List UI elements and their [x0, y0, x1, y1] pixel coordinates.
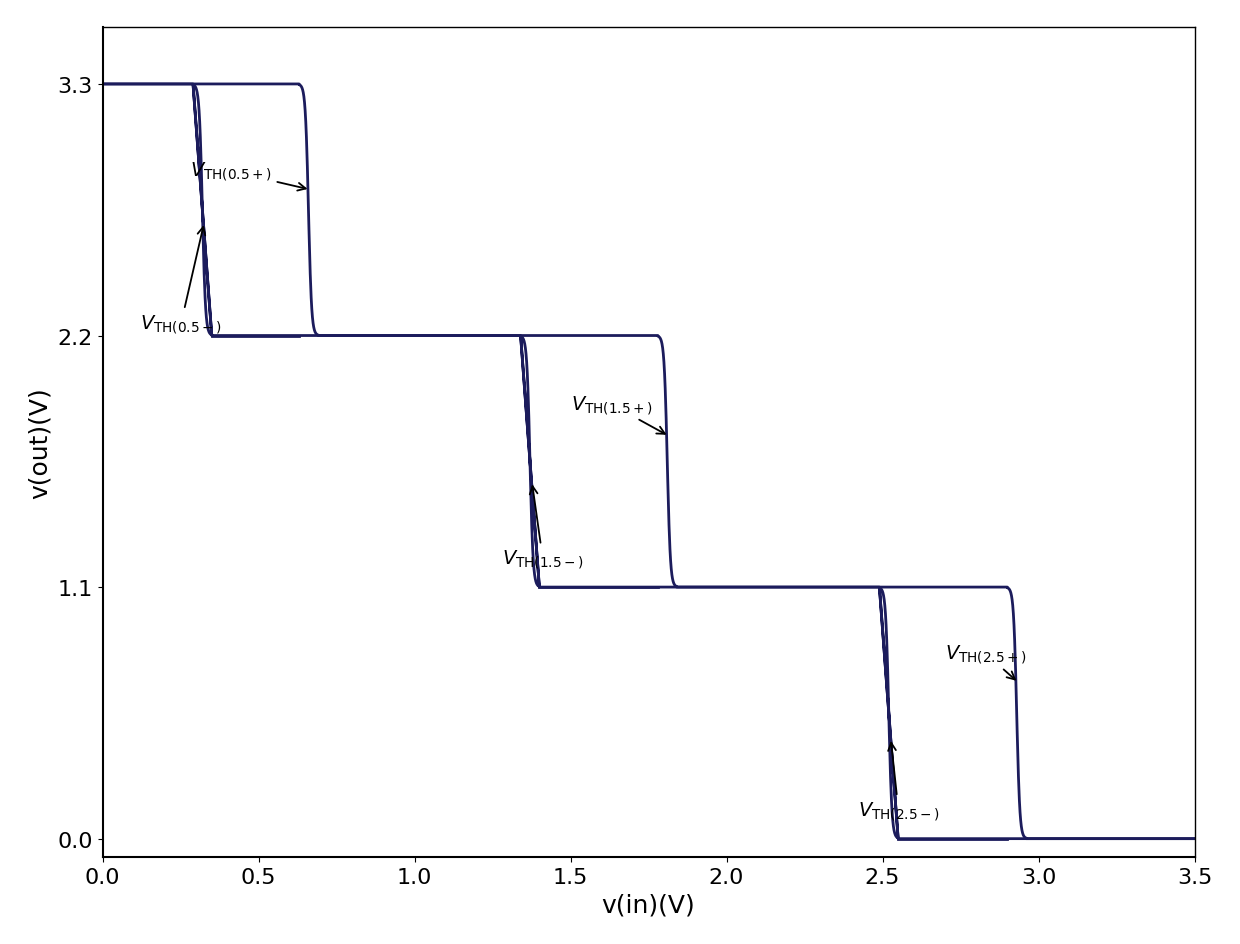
Text: $V_{\mathrm{TH(0.5+)}}$: $V_{\mathrm{TH(0.5+)}}$ [190, 160, 306, 192]
Text: $V_{\mathrm{TH(1.5-)}}$: $V_{\mathrm{TH(1.5-)}}$ [502, 487, 584, 571]
Text: $V_{\mathrm{TH(1.5+)}}$: $V_{\mathrm{TH(1.5+)}}$ [570, 394, 665, 434]
Text: $V_{\mathrm{TH(0.5-)}}$: $V_{\mathrm{TH(0.5-)}}$ [140, 228, 222, 335]
X-axis label: v(in)(V): v(in)(V) [601, 892, 696, 917]
Text: $V_{\mathrm{TH(2.5-)}}$: $V_{\mathrm{TH(2.5-)}}$ [858, 743, 940, 822]
Text: $V_{\mathrm{TH(2.5+)}}$: $V_{\mathrm{TH(2.5+)}}$ [945, 643, 1027, 680]
Y-axis label: v(out)(V): v(out)(V) [27, 387, 52, 498]
